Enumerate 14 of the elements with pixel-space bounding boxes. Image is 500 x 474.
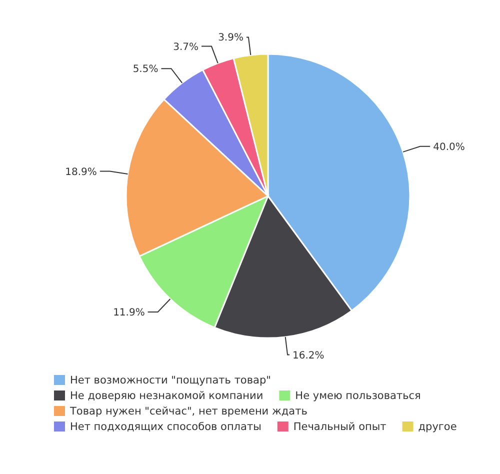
data-label: 3.7% [173, 42, 198, 53]
legend-label: Не доверяю незнакомой компании [70, 390, 264, 402]
data-label: 3.9% [218, 32, 244, 44]
data-label: 5.5% [132, 64, 158, 76]
legend-label: Нет подходящих способов оплаты [70, 421, 262, 434]
legend-label: другое [418, 421, 457, 434]
data-label: 40.0% [433, 142, 465, 153]
data-label: 11.9% [113, 308, 145, 319]
data-label: 16.2% [292, 350, 324, 362]
legend-label: Не умею пользоваться [295, 390, 421, 402]
legend-label: Нет возможности "пощупать товар" [70, 374, 271, 387]
data-label: 18.9% [65, 166, 97, 178]
legend-label: Печальный опыт [293, 421, 386, 434]
legend-label: Товар нужен "сейчас", нет времени ждать [69, 406, 308, 418]
